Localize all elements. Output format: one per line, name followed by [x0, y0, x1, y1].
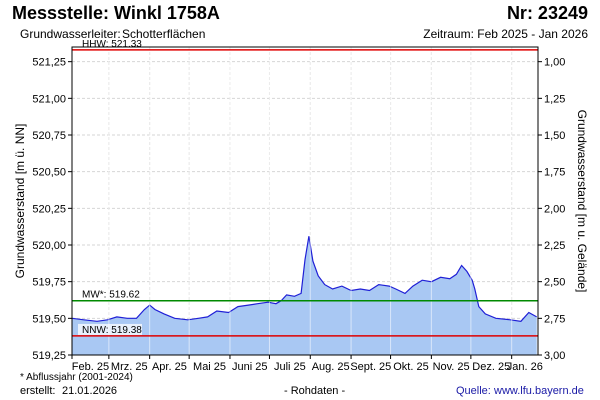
y2-tick-label: 2,00 [544, 203, 565, 215]
y-tick-label: 520,75 [32, 130, 66, 142]
reference-label: MW*: 519.62 [82, 290, 140, 301]
x-tick-label: Apr. 25 [152, 361, 187, 373]
y2-tick-label: 1,00 [544, 57, 565, 69]
x-tick-label: Mrz. 25 [111, 361, 148, 373]
y2-tick-label: 3,00 [544, 350, 565, 362]
x-tick-label: Feb. 25 [72, 361, 109, 373]
reference-label-bg [78, 37, 142, 49]
reference-label: HHW: 521.33 [82, 39, 142, 50]
y-axis-title: Grundwasserstand [m ü. NN] [13, 124, 27, 279]
y2-tick-label: 1,75 [544, 167, 565, 179]
y-tick-label: 519,75 [32, 277, 66, 289]
y2-tick-label: 2,50 [544, 277, 565, 289]
x-tick-label: Dez. 25 [472, 361, 510, 373]
y2-tick-label: 1,50 [544, 130, 565, 142]
x-tick-label: Okt. 25 [393, 361, 428, 373]
y-tick-label: 519,50 [32, 313, 66, 325]
rawdata-note: - Rohdaten - [284, 385, 346, 397]
series-area [72, 236, 537, 355]
y-tick-label: 520,50 [32, 167, 66, 179]
y-tick-label: 520,25 [32, 203, 66, 215]
y2-tick-label: 1,25 [544, 93, 565, 105]
y2-axis-title: Grundwasserstand [m u. Gelände] [575, 110, 589, 293]
plot-frame [71, 46, 539, 356]
x-tick-label: Jan. 26 [507, 361, 543, 373]
reference-label-bg [78, 288, 142, 300]
x-tick-label: Aug. 25 [312, 361, 350, 373]
station-title: Messstelle: Winkl 1758A [12, 3, 220, 23]
aquifer-label: Grundwasserleiter: [20, 27, 121, 41]
y-tick-label: 519,25 [32, 350, 66, 362]
created-date: 21.01.2026 [62, 385, 118, 397]
reference-label: NNW: 519.38 [82, 325, 142, 336]
y2-tick-label: 2,25 [544, 240, 565, 252]
y-tick-label: 521,00 [32, 93, 66, 105]
x-tick-label: Juni 25 [232, 361, 267, 373]
footnote: * Abflussjahr (2001-2024) [20, 372, 133, 383]
y-tick-label: 521,25 [32, 57, 66, 69]
x-tick-label: Mai 25 [193, 361, 226, 373]
y-tick-label: 520,00 [32, 240, 66, 252]
x-tick-label: Juli 25 [274, 361, 306, 373]
reference-label-bg [78, 323, 142, 335]
period-label: Zeitraum: Feb 2025 - Jan 2026 [423, 27, 588, 41]
created-label: erstellt: [20, 385, 56, 397]
y2-tick-label: 2,75 [544, 313, 565, 325]
source-link[interactable]: www.lfu.bayern.de [494, 385, 584, 397]
x-tick-label: Sept. 25 [350, 361, 391, 373]
aquifer-value: Schotterflächen [122, 27, 206, 41]
source-label: Quelle: [456, 385, 491, 397]
station-number: Nr: 23249 [506, 3, 588, 23]
x-tick-label: Nov. 25 [433, 361, 470, 373]
series-line [71, 236, 537, 322]
